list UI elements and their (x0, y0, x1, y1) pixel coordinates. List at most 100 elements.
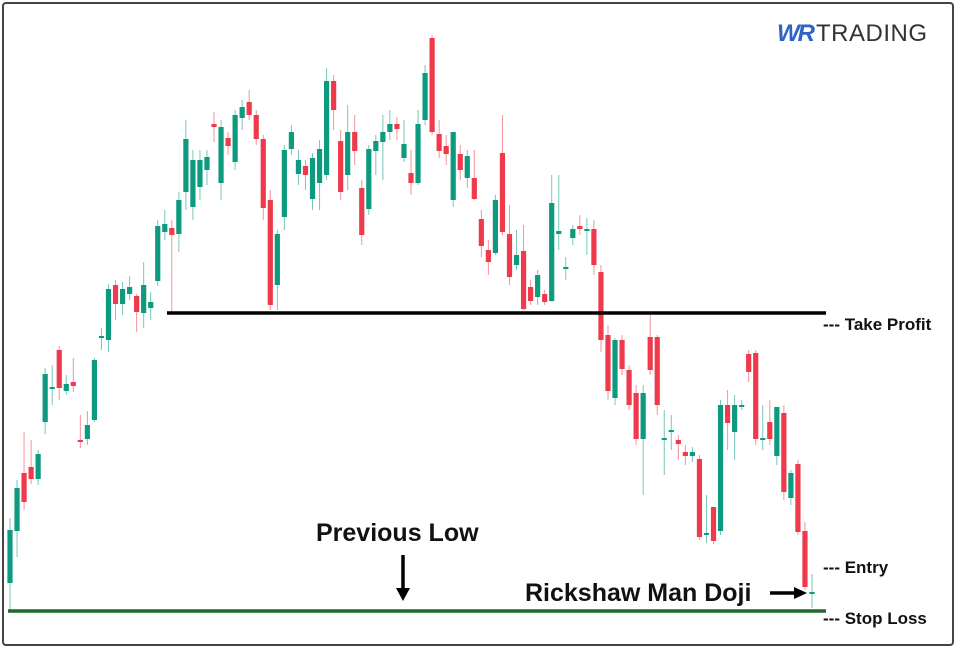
candle (21, 432, 27, 510)
candle-body (70, 382, 76, 386)
candle-body (253, 115, 259, 139)
candle-body (183, 139, 189, 192)
candle-body (281, 150, 287, 217)
candle-body (56, 350, 62, 388)
candle (668, 415, 674, 450)
candle-body (387, 124, 393, 132)
candle (112, 280, 119, 320)
candle-body (753, 353, 759, 439)
candle (295, 150, 302, 185)
candle (239, 100, 245, 130)
candle (218, 120, 224, 200)
candle-body (366, 149, 372, 209)
candle (436, 120, 442, 158)
candle (710, 507, 717, 544)
candle-body (309, 158, 316, 199)
candle (753, 350, 759, 445)
candle-body (338, 141, 344, 192)
candle-body (450, 132, 456, 200)
candle (577, 215, 583, 235)
candle (49, 365, 55, 405)
candle (591, 220, 597, 275)
candle (331, 75, 337, 130)
candle (323, 68, 330, 180)
candle-body (260, 139, 266, 208)
candle (570, 225, 576, 245)
wr-trading-logo: WR TRADING (777, 20, 927, 48)
candle-body (352, 132, 358, 151)
candle (464, 150, 470, 188)
candle-body (485, 250, 491, 262)
candle (316, 140, 323, 210)
candle-body (802, 531, 808, 587)
candle-body (682, 452, 688, 456)
candle-body (612, 340, 618, 398)
candle (767, 400, 773, 445)
candle-body (218, 127, 224, 183)
candle (281, 145, 287, 230)
candle-body (112, 285, 119, 304)
candle (14, 480, 20, 557)
candle (345, 105, 351, 190)
candle-body (457, 154, 463, 170)
candle (338, 130, 344, 200)
candle (732, 395, 738, 460)
candle (267, 190, 273, 310)
candle (513, 230, 520, 270)
candle (359, 180, 365, 245)
candle-body (478, 219, 484, 246)
candle-body (134, 296, 140, 312)
candle (506, 205, 513, 285)
candle (176, 192, 182, 252)
candle-body (689, 452, 696, 456)
candles (7, 35, 815, 610)
candle (415, 110, 421, 185)
candle (527, 280, 534, 305)
candle-body (345, 132, 351, 175)
candle-body (703, 533, 710, 535)
candle-body (429, 38, 435, 132)
candle (211, 112, 217, 142)
candle-body (274, 234, 280, 285)
candle-body (239, 107, 245, 118)
candle (640, 385, 646, 495)
candle-body (359, 188, 365, 235)
candle-body (373, 141, 379, 151)
candle-body (119, 289, 126, 304)
candle-body (316, 149, 323, 183)
candle-body (767, 422, 773, 439)
candle (232, 110, 238, 170)
candle-body (513, 255, 520, 265)
candle (542, 290, 548, 305)
candle-body (781, 413, 787, 492)
candle-body (605, 335, 611, 391)
candle-body (295, 160, 302, 174)
candle-body (380, 132, 386, 142)
candle (556, 175, 562, 250)
candle-body (267, 200, 273, 305)
candle (795, 460, 801, 535)
candle-body (7, 530, 13, 583)
candle (535, 270, 541, 305)
previous-low-label: Previous Low (316, 519, 479, 547)
candle (302, 160, 309, 190)
candle-body (506, 234, 513, 277)
candle-body (14, 488, 20, 531)
candle (781, 405, 787, 500)
candle (633, 385, 639, 445)
candle (169, 220, 175, 312)
candle-body (717, 405, 724, 531)
candle-body (795, 464, 801, 532)
candle-body (288, 132, 295, 149)
candle (612, 338, 618, 405)
candle-body (246, 102, 252, 115)
candle-body (535, 275, 541, 297)
candle-body (84, 425, 90, 439)
previous-low-arrow-icon (396, 555, 410, 601)
candle (42, 368, 48, 434)
candle-body (35, 454, 41, 479)
candle-body (443, 146, 449, 154)
candle-body (774, 407, 780, 456)
candle-body (654, 337, 660, 405)
